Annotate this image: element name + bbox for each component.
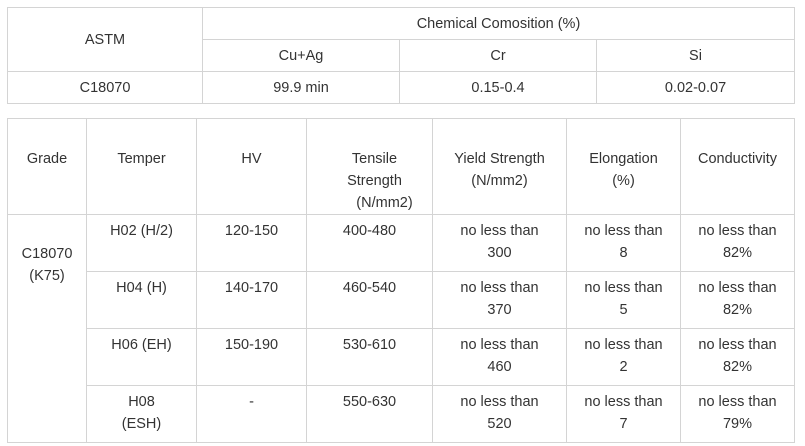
elongation-cell: no less than 8 — [566, 214, 681, 272]
yield-cell: no less than 460 — [432, 328, 567, 386]
hv-header: HV — [196, 118, 307, 215]
grade-line2: (K75) — [29, 268, 65, 284]
grade-header: Grade — [7, 118, 87, 215]
yield-strength-header: Yield Strength (N/mm2) — [432, 118, 567, 215]
table-row: H08 (ESH) - 550-630 no less than 520 no … — [8, 385, 795, 443]
temper-cell: H02 (H/2) — [86, 214, 197, 272]
conductivity-line2: 79% — [722, 416, 753, 432]
elongation-line2: 5 — [619, 302, 628, 318]
astm-header: ASTM — [7, 7, 203, 72]
yield-cell: no less than 520 — [432, 385, 567, 443]
conductivity-header: Conductivity — [680, 118, 795, 215]
yield-line1: no less than — [460, 223, 539, 239]
grade-cell: C18070 (K75) — [7, 214, 87, 443]
tensile-header-line3: (N/mm2) — [356, 195, 413, 211]
tensile-strength-header: Tensile Strength (N/mm2) — [306, 118, 433, 215]
yield-line1: no less than — [460, 337, 539, 353]
temper-line1: H02 (H/2) — [110, 223, 173, 239]
elongation-line1: no less than — [584, 337, 663, 353]
yield-header-line2: (N/mm2) — [471, 173, 528, 189]
temper-cell: H06 (EH) — [86, 328, 197, 386]
properties-table: Grade Temper HV Tensile Strength (N/mm2)… — [7, 118, 795, 443]
hv-cell: 120-150 — [196, 214, 307, 272]
astm-value: C18070 — [7, 71, 203, 104]
si-header: Si — [596, 39, 795, 72]
table-row: H04 (H) 140-170 460-540 no less than 370… — [8, 271, 795, 329]
yield-line2: 460 — [487, 359, 512, 375]
temper-line1: H08 — [128, 394, 155, 410]
cr-value: 0.15-0.4 — [399, 71, 597, 104]
tensile-header-line2: Strength — [347, 173, 402, 189]
temper-header: Temper — [86, 118, 197, 215]
elongation-cell: no less than 7 — [566, 385, 681, 443]
yield-line2: 300 — [487, 245, 512, 261]
conductivity-line1: no less than — [698, 394, 777, 410]
elongation-line1: no less than — [584, 223, 663, 239]
conductivity-line2: 82% — [722, 302, 753, 318]
elongation-line2: 8 — [619, 245, 628, 261]
si-value: 0.02-0.07 — [596, 71, 795, 104]
yield-cell: no less than 370 — [432, 271, 567, 329]
hv-cell: - — [196, 385, 307, 443]
chemical-composition-table: ASTM Chemical Comosition (%) Cu+Ag Cr Si… — [7, 7, 795, 104]
temper-cell: H04 (H) — [86, 271, 197, 329]
hv-cell: 140-170 — [196, 271, 307, 329]
temper-line2: (ESH) — [121, 416, 162, 432]
tensile-header-line1: Tensile — [351, 151, 398, 167]
yield-header-line1: Yield Strength — [454, 151, 545, 167]
elongation-header-line2: (%) — [612, 173, 635, 189]
conductivity-line1: no less than — [698, 337, 777, 353]
temper-cell: H08 (ESH) — [86, 385, 197, 443]
table-row: H06 (EH) 150-190 530-610 no less than 46… — [8, 328, 795, 386]
elongation-header-line1: Elongation — [589, 151, 658, 167]
yield-line2: 520 — [487, 416, 512, 432]
elongation-line2: 7 — [619, 416, 628, 432]
cr-header: Cr — [399, 39, 597, 72]
elongation-cell: no less than 5 — [566, 271, 681, 329]
yield-line1: no less than — [460, 394, 539, 410]
elongation-line2: 2 — [619, 359, 628, 375]
tensile-cell: 460-540 — [306, 271, 433, 329]
yield-line2: 370 — [487, 302, 512, 318]
conductivity-cell: no less than 79% — [680, 385, 795, 443]
conductivity-line1: no less than — [698, 223, 777, 239]
elongation-line1: no less than — [584, 280, 663, 296]
conductivity-line1: no less than — [698, 280, 777, 296]
yield-line1: no less than — [460, 280, 539, 296]
yield-cell: no less than 300 — [432, 214, 567, 272]
header-row: Grade Temper HV Tensile Strength (N/mm2)… — [7, 118, 795, 215]
composition-group-header: Chemical Comosition (%) — [202, 7, 795, 40]
tensile-cell: 400-480 — [306, 214, 433, 272]
conductivity-line2: 82% — [722, 359, 753, 375]
table-row: C18070 (K75) H02 (H/2) 120-150 400-480 n… — [7, 214, 795, 443]
tensile-cell: 530-610 — [306, 328, 433, 386]
temper-line1: H06 (EH) — [111, 337, 172, 353]
conductivity-cell: no less than 82% — [680, 328, 795, 386]
elongation-cell: no less than 2 — [566, 328, 681, 386]
elongation-line1: no less than — [584, 394, 663, 410]
conductivity-line2: 82% — [722, 245, 753, 261]
cu-ag-value: 99.9 min — [202, 71, 400, 104]
hv-cell: 150-190 — [196, 328, 307, 386]
elongation-header: Elongation (%) — [566, 118, 681, 215]
cu-ag-header: Cu+Ag — [202, 39, 400, 72]
temper-line1: H04 (H) — [116, 280, 167, 296]
tensile-cell: 550-630 — [306, 385, 433, 443]
conductivity-cell: no less than 82% — [680, 271, 795, 329]
grade-line1: C18070 — [21, 246, 73, 262]
conductivity-cell: no less than 82% — [680, 214, 795, 272]
